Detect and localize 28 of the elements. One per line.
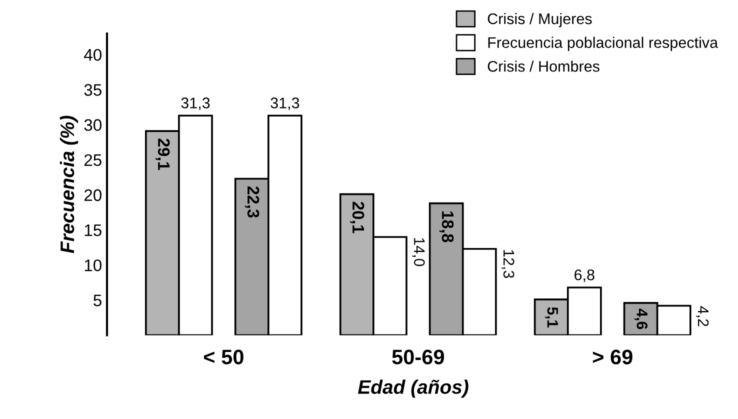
legend-label: Frecuencia poblacional respectiva: [488, 36, 718, 52]
data-label: 31,3: [270, 98, 300, 110]
data-label: 22,3: [244, 186, 260, 218]
y-tick-label: 40: [84, 48, 102, 61]
y-axis-title: Frecuencia (%): [60, 116, 78, 254]
y-tick-label: 35: [84, 84, 102, 96]
x-tick-label: < 50: [204, 350, 244, 364]
y-tick-label: 25: [84, 154, 102, 166]
data-label: 29,1: [156, 138, 170, 170]
x-tick-label: > 69: [592, 350, 632, 364]
data-label: 31,3: [181, 98, 210, 110]
legend-label: Crisis / Hombres: [488, 60, 600, 72]
y-tick-label: 20: [84, 189, 102, 202]
data-label: 12,3: [502, 250, 514, 278]
y-tick-label: 10: [84, 259, 102, 272]
data-label: 4,6: [634, 308, 648, 330]
legend-label: Crisis / Mujeres: [488, 12, 592, 28]
y-tick-label: 30: [84, 119, 102, 131]
y-tick-label: 5: [94, 294, 102, 306]
data-label: 20,1: [350, 202, 364, 234]
data-label: 5,1: [545, 307, 558, 328]
data-label: 18,8: [439, 211, 454, 242]
data-label: 4,2: [696, 306, 709, 326]
x-tick-label: 50-69: [392, 350, 444, 364]
y-tick-label: 15: [84, 224, 102, 236]
x-axis-title: Edad (años): [358, 380, 468, 398]
data-label: 14,0: [412, 238, 425, 266]
data-label: 6,8: [574, 269, 594, 282]
